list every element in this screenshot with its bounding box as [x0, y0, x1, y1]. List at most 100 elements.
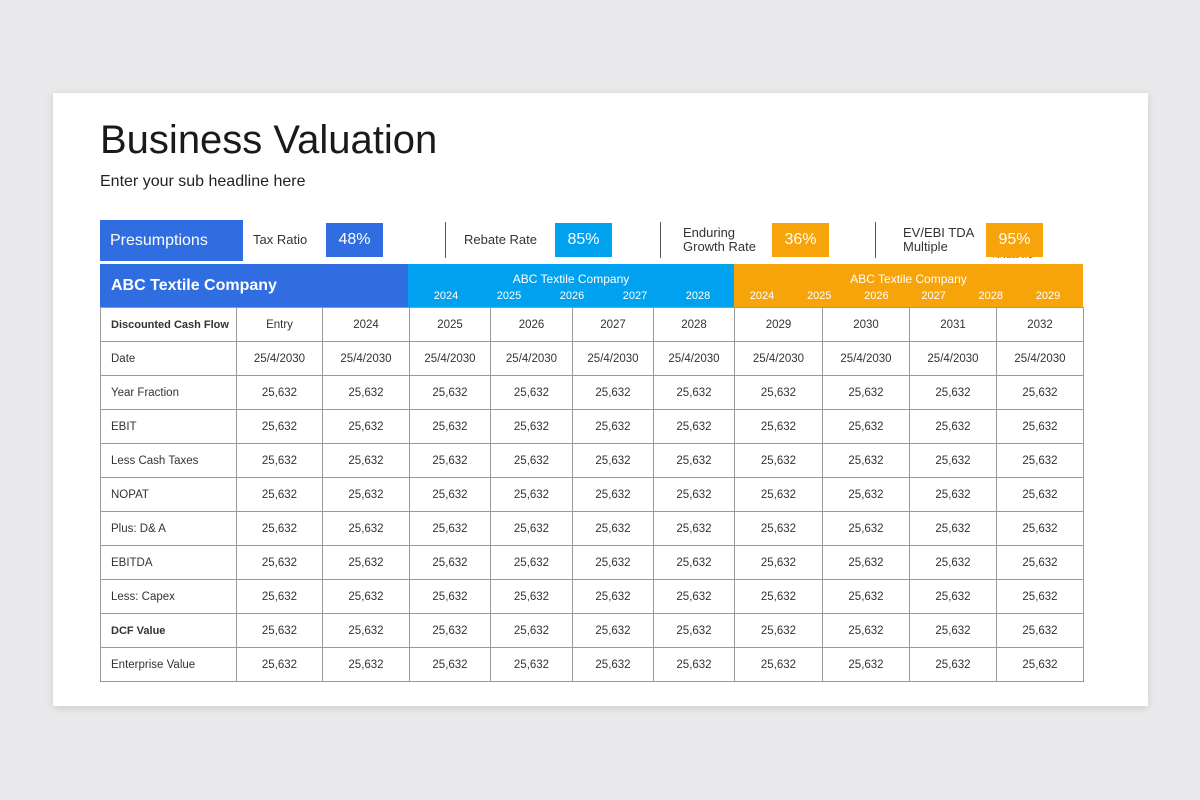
- cell: 25/4/2030: [909, 341, 997, 376]
- cell: 25,632: [322, 647, 410, 682]
- cell: 25,632: [572, 545, 654, 580]
- cell: 2032: [996, 307, 1084, 342]
- cell: 25,632: [734, 375, 823, 410]
- cell: 25,632: [653, 647, 735, 682]
- cell: 25,632: [822, 511, 910, 546]
- cell: 25,632: [490, 647, 573, 682]
- separator: [875, 222, 876, 258]
- cell: 25,632: [572, 375, 654, 410]
- band-year: 2028: [978, 290, 1004, 302]
- cell: 25,632: [572, 579, 654, 614]
- row-label: Discounted Cash Flow: [100, 307, 237, 342]
- cell: 25/4/2030: [572, 341, 654, 376]
- cell: 25,632: [996, 443, 1084, 478]
- row-label: Date: [100, 341, 237, 376]
- cell: 25,632: [236, 579, 323, 614]
- cell: 25,632: [653, 375, 735, 410]
- cell: 25,632: [236, 375, 323, 410]
- cell: 25,632: [322, 375, 410, 410]
- cell: 25,632: [996, 647, 1084, 682]
- presumption-value: 36%: [772, 223, 829, 257]
- row-label: Plus: D& A: [100, 511, 237, 546]
- cell: 25,632: [490, 511, 573, 546]
- cell: 2029: [734, 307, 823, 342]
- cell: 25,632: [322, 579, 410, 614]
- cell: 2024: [322, 307, 410, 342]
- cell: 25,632: [734, 579, 823, 614]
- band-year: 2024: [433, 290, 459, 302]
- cell: 25,632: [236, 409, 323, 444]
- cell: 25,632: [572, 477, 654, 512]
- cell: 25,632: [409, 375, 491, 410]
- cell: 25,632: [572, 443, 654, 478]
- cell: 25,632: [236, 477, 323, 512]
- cell: 25,632: [490, 613, 573, 648]
- band-year: 2026: [559, 290, 585, 302]
- presumption-label: Tax Ratio: [253, 232, 308, 247]
- table-row: Less Cash Taxes 25,632 25,632 25,632 25,632 2…: [100, 443, 1084, 478]
- cell: 25,632: [996, 409, 1084, 444]
- band-year: 2027: [921, 290, 946, 302]
- band-year: 2027: [622, 290, 648, 302]
- band-year: 2028: [685, 290, 711, 302]
- band-year: 2025: [806, 290, 832, 302]
- cell: 25,632: [322, 613, 410, 648]
- table-row: Less: Capex 25,632 25,632 25,632 25,632 25,63…: [100, 579, 1084, 614]
- cell: Entry: [236, 307, 323, 342]
- presumption-value: 85%: [555, 223, 612, 257]
- row-label: Less Cash Taxes: [100, 443, 237, 478]
- cell: 25,632: [490, 477, 573, 512]
- band-year: 2029: [1035, 290, 1061, 302]
- presumption-label: EV/EBI TDA Multiple: [903, 225, 974, 254]
- cell: 25,632: [909, 477, 997, 512]
- cell: 25,632: [409, 477, 491, 512]
- cell: 25,632: [734, 613, 823, 648]
- cell: 25,632: [734, 477, 823, 512]
- cell: 25/4/2030: [409, 341, 491, 376]
- separator: [445, 222, 446, 258]
- band: ABC Textile Company: [100, 264, 408, 307]
- cell: 25,632: [822, 613, 910, 648]
- cell: 25,632: [572, 647, 654, 682]
- cell: 25,632: [322, 477, 410, 512]
- cell: 2025: [409, 307, 491, 342]
- cell: 25,632: [236, 443, 323, 478]
- cell: 25,632: [909, 375, 997, 410]
- cell: 25,632: [822, 579, 910, 614]
- cell: 2030: [822, 307, 910, 342]
- table-row: DCF Value 25,632 25,632 25,632 25,632 25,632 2…: [100, 613, 1084, 648]
- row-label: Less: Capex: [100, 579, 237, 614]
- cell: 25,632: [996, 545, 1084, 580]
- cell: 25,632: [490, 375, 573, 410]
- cell: 25,632: [909, 613, 997, 648]
- cell: 25,632: [409, 545, 491, 580]
- table-row: Plus: D& A 25,632 25,632 25,632 25,632 25,632…: [100, 511, 1084, 546]
- cell: 25,632: [236, 613, 323, 648]
- cell: 25,632: [909, 545, 997, 580]
- cell: 25,632: [909, 579, 997, 614]
- cell: 2026: [490, 307, 573, 342]
- cell: 25,632: [236, 545, 323, 580]
- row-label: NOPAT: [100, 477, 237, 512]
- cell: 25/4/2030: [996, 341, 1084, 376]
- cell: 25,632: [322, 443, 410, 478]
- presumption-value: 48%: [326, 223, 383, 257]
- cell: 25,632: [409, 613, 491, 648]
- cell: 2028: [653, 307, 735, 342]
- title: Business Valuation: [100, 118, 438, 162]
- cell: 2027: [572, 307, 654, 342]
- table-row: EBIT 25,632 25,632 25,632 25,632 25,632 25,632…: [100, 409, 1084, 444]
- cell: 25,632: [572, 409, 654, 444]
- cell: 25,632: [572, 511, 654, 546]
- cell: 25,632: [822, 375, 910, 410]
- cell: 25,632: [653, 477, 735, 512]
- cell: 25,632: [572, 613, 654, 648]
- cell: 25,632: [653, 579, 735, 614]
- cell: 25/4/2030: [653, 341, 735, 376]
- cell: 25,632: [409, 579, 491, 614]
- cell: 25,632: [409, 443, 491, 478]
- cell: 25,632: [409, 647, 491, 682]
- cell: 25,632: [996, 511, 1084, 546]
- cell: 25,632: [734, 511, 823, 546]
- table-body: Discounted Cash Flow Entry 2024 2025 2026 202…: [100, 307, 1084, 682]
